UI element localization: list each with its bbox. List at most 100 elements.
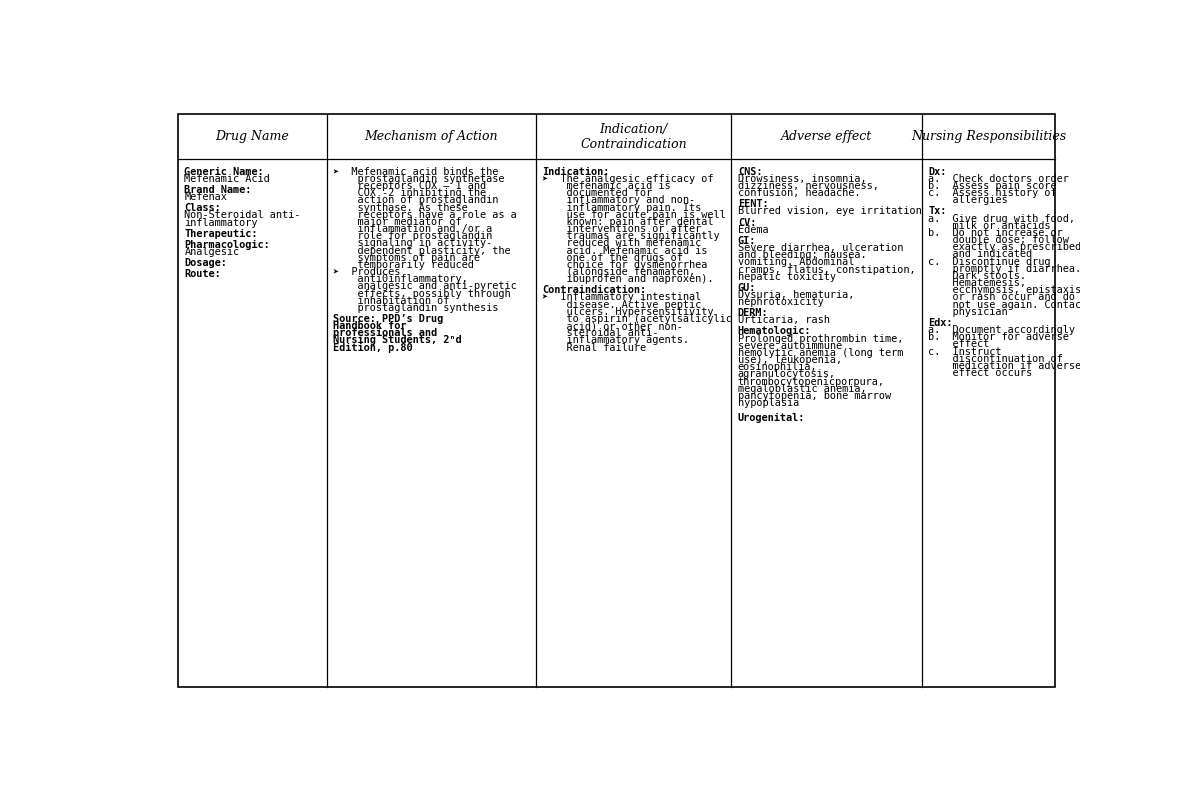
Text: Edema: Edema: [738, 225, 768, 235]
Text: ulcers. Hypersensitivity: ulcers. Hypersensitivity: [542, 307, 714, 317]
Text: one of the drugs of: one of the drugs of: [542, 253, 683, 263]
Text: c.  Instruct: c. Instruct: [929, 346, 1002, 356]
Text: pancytopenia, bone marrow: pancytopenia, bone marrow: [738, 391, 890, 401]
Text: exactly as prescribed: exactly as prescribed: [929, 243, 1081, 252]
Text: acid) or other non-: acid) or other non-: [542, 321, 683, 331]
Text: ibuprofen and naproxen).: ibuprofen and naproxen).: [542, 274, 714, 284]
Text: receptors have a role as a: receptors have a role as a: [334, 210, 517, 220]
Text: Analgesic: Analgesic: [185, 247, 240, 257]
Text: synthase. As these: synthase. As these: [334, 203, 468, 213]
Text: Mechanism of Action: Mechanism of Action: [365, 130, 498, 143]
Text: vomiting. Abdominal: vomiting. Abdominal: [738, 257, 854, 268]
Text: effect occurs: effect occurs: [929, 368, 1032, 378]
Text: professionals and: professionals and: [334, 328, 437, 338]
Text: hypoplasia: hypoplasia: [738, 398, 799, 408]
Text: Tx:: Tx:: [929, 206, 947, 217]
Text: known: pain after dental: known: pain after dental: [542, 217, 714, 227]
Text: symptoms of pain are: symptoms of pain are: [334, 253, 480, 263]
Text: action of prostaglandin: action of prostaglandin: [334, 195, 498, 206]
Text: or rash occur and do: or rash occur and do: [929, 293, 1075, 302]
Text: Urogenital:: Urogenital:: [738, 413, 805, 423]
Text: Dx:: Dx:: [929, 166, 947, 177]
Text: reduced with mefenamic: reduced with mefenamic: [542, 239, 702, 248]
Text: hepatic toxicity: hepatic toxicity: [738, 272, 835, 282]
Text: Edx:: Edx:: [929, 318, 953, 328]
Text: physician: physician: [929, 307, 1008, 317]
Text: ➤  The analgesic efficacy of: ➤ The analgesic efficacy of: [542, 174, 714, 184]
Text: nephrotoxicity: nephrotoxicity: [738, 297, 823, 307]
Text: Nursing Students, 2ⁿd: Nursing Students, 2ⁿd: [334, 335, 462, 345]
Text: prostaglandin synthesis: prostaglandin synthesis: [334, 303, 498, 313]
Text: hemolytic anemia (long term: hemolytic anemia (long term: [738, 348, 904, 358]
Text: inflammatory agents.: inflammatory agents.: [542, 335, 690, 345]
Text: and bleeding; nausea.: and bleeding; nausea.: [738, 250, 866, 260]
Text: ➤  Mefenamic acid binds the: ➤ Mefenamic acid binds the: [334, 166, 498, 177]
Text: Generic Name:: Generic Name:: [185, 166, 264, 177]
Text: Severe diarrhea, ulceration: Severe diarrhea, ulceration: [738, 243, 904, 253]
Text: use for acute pain is well: use for acute pain is well: [542, 210, 726, 220]
Text: Handbook for: Handbook for: [334, 321, 407, 331]
Text: Therapeutic:: Therapeutic:: [185, 228, 258, 239]
Text: not use again. Contact: not use again. Contact: [929, 300, 1087, 309]
Text: Urticaria, rash: Urticaria, rash: [738, 316, 829, 325]
Text: Brand Name:: Brand Name:: [185, 185, 252, 195]
Text: allergies: allergies: [929, 195, 1008, 206]
Text: severe autoimmune: severe autoimmune: [738, 341, 842, 351]
Text: b.  Assess pain score: b. Assess pain score: [929, 181, 1057, 191]
Text: c.  Assess history of: c. Assess history of: [929, 188, 1057, 199]
Text: Hematemesis,: Hematemesis,: [929, 278, 1026, 288]
Text: inflammatory and non-: inflammatory and non-: [542, 195, 696, 206]
Text: dependent plasticity, the: dependent plasticity, the: [334, 246, 511, 256]
Text: ecchymosis, epistaxis: ecchymosis, epistaxis: [929, 285, 1081, 295]
Text: acid. Mefenamic acid is: acid. Mefenamic acid is: [542, 246, 708, 256]
Text: interventions or after: interventions or after: [542, 224, 702, 234]
Text: b.  Monitor for adverse: b. Monitor for adverse: [929, 332, 1069, 342]
Text: documented for: documented for: [542, 188, 653, 199]
Text: CNS:: CNS:: [738, 166, 762, 177]
Text: Hematologic:: Hematologic:: [738, 327, 811, 337]
Text: and indicated: and indicated: [929, 250, 1032, 260]
Text: inflammatory: inflammatory: [185, 217, 258, 228]
Text: Dysuria, hematuria,: Dysuria, hematuria,: [738, 290, 854, 300]
Text: effects, possibly through: effects, possibly through: [334, 289, 511, 298]
Text: disease. Active peptic: disease. Active peptic: [542, 300, 702, 309]
Text: dizziness, nervousness,: dizziness, nervousness,: [738, 181, 878, 191]
Text: receptors COX – 1 and: receptors COX – 1 and: [334, 181, 486, 191]
Text: analgesic and anti-pyretic: analgesic and anti-pyretic: [334, 281, 517, 291]
Text: cramps, flatus, constipation,: cramps, flatus, constipation,: [738, 265, 916, 275]
Text: ➤  Produces: ➤ Produces: [334, 267, 401, 277]
Text: agranulocytosis,: agranulocytosis,: [738, 370, 835, 379]
Text: Source: PPD’s Drug: Source: PPD’s Drug: [334, 314, 444, 324]
Text: double dose; follow: double dose; follow: [929, 236, 1069, 245]
Text: GI:: GI:: [738, 236, 756, 246]
Text: discontinuation of: discontinuation of: [929, 354, 1063, 363]
Text: Mefenax: Mefenax: [185, 192, 227, 203]
Text: Renal failure: Renal failure: [542, 342, 647, 352]
Text: Non-Steroidal anti-: Non-Steroidal anti-: [185, 210, 301, 221]
Text: a.  Check doctors order: a. Check doctors order: [929, 174, 1069, 184]
Text: role for prostaglandin: role for prostaglandin: [334, 232, 492, 241]
Text: Drowsiness, insomnia,: Drowsiness, insomnia,: [738, 174, 866, 184]
Text: Route:: Route:: [185, 269, 221, 279]
Text: Prolonged prothrombin time,: Prolonged prothrombin time,: [738, 334, 904, 344]
Text: Blurred vision, eye irritation: Blurred vision, eye irritation: [738, 206, 922, 217]
Text: Class:: Class:: [185, 203, 221, 214]
Text: effect: effect: [929, 339, 990, 349]
Text: Mefenamic Acid: Mefenamic Acid: [185, 174, 270, 184]
Text: CV:: CV:: [738, 217, 756, 228]
Text: a.  Give drug with food,: a. Give drug with food,: [929, 214, 1075, 224]
Text: to aspirin (acetylsalicylic: to aspirin (acetylsalicylic: [542, 314, 732, 324]
Text: milk or antacids: milk or antacids: [929, 221, 1051, 231]
Text: eosinophilia,: eosinophilia,: [738, 362, 817, 372]
Text: choice for dysmenorrhea: choice for dysmenorrhea: [542, 260, 708, 270]
Text: Adverse effect: Adverse effect: [781, 130, 872, 143]
Text: inhabitation of: inhabitation of: [334, 296, 450, 305]
Text: Edition, p.80: Edition, p.80: [334, 342, 413, 352]
Text: GU:: GU:: [738, 283, 756, 293]
Text: Dosage:: Dosage:: [185, 258, 227, 268]
Text: (alongside fenamaten,: (alongside fenamaten,: [542, 267, 696, 277]
Text: Pharmacologic:: Pharmacologic:: [185, 239, 270, 250]
Text: Contraindication:: Contraindication:: [542, 285, 647, 295]
Text: thrombocytopenicporpura,: thrombocytopenicporpura,: [738, 377, 884, 386]
Text: use), leukopenia,: use), leukopenia,: [738, 355, 842, 365]
